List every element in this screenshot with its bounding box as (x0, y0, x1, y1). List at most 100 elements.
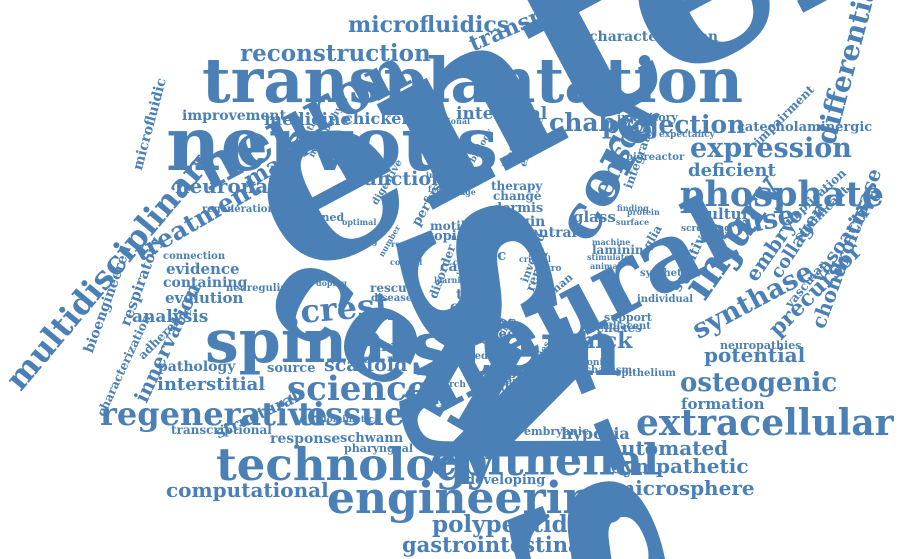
word-expectancy: expectancy (659, 130, 715, 140)
word-microfluidics: microfluidics (348, 12, 510, 38)
word-engineering: engineering (327, 473, 626, 524)
word-finding: finding (617, 203, 649, 213)
word-intestinal: intestinal (456, 104, 548, 124)
word-synthetic: synthetic (640, 268, 692, 279)
word-tracing: tracing (345, 236, 378, 246)
word-culture: culture (698, 205, 760, 223)
word-motility: motility (430, 219, 483, 233)
word-evidence: evidence (166, 260, 240, 278)
word-analysis: analysis (132, 307, 209, 327)
word-gastrointestinal: gastrointestinal (402, 532, 590, 557)
word-medicine: medicine (264, 110, 352, 130)
word-individual: individual (637, 294, 694, 305)
word-ganglion: ganglion (500, 377, 545, 387)
word-tissue: tissue (298, 395, 405, 433)
word-sympathetic: sympathetic (612, 454, 749, 478)
word-animal: animal (590, 261, 621, 271)
word-control: control (390, 257, 423, 267)
word-transplantation: transplantation (202, 44, 744, 117)
word-change: change (493, 189, 542, 203)
word-subtype: subtype (468, 367, 525, 382)
word-lineage: lineage (443, 187, 476, 197)
word-stem: stem (410, 303, 623, 394)
word-deficient: deficient (688, 160, 776, 181)
word-chick: chick (566, 328, 633, 354)
word-reveal: reveal (391, 239, 419, 249)
word-colon: colon (450, 299, 493, 315)
word-hmscs: hmscs (370, 337, 423, 355)
word-support: support (604, 311, 652, 324)
word-nitric: nitric (460, 246, 507, 264)
word-rescue: rescue (370, 281, 415, 295)
word-combined: combined (284, 211, 345, 224)
word-cause: cause (453, 257, 479, 267)
word-bioreactor: bioreactor (626, 152, 685, 163)
word-glass: glass (573, 208, 616, 226)
word-response: response (270, 431, 341, 447)
word-learning: learning (434, 275, 472, 285)
word-evolution: evolution (165, 289, 244, 307)
word-pharyngeal: pharyngeal (344, 442, 413, 455)
word-protein: protein (627, 207, 660, 217)
word-potential: potential (704, 343, 806, 367)
word-reconstruction: reconstruction (240, 40, 431, 67)
word-connection: connection (163, 251, 226, 262)
word-paralysis: paralysis (413, 397, 458, 407)
word-screening: screening (681, 224, 731, 234)
word-pnecs: pnecs (480, 327, 523, 342)
word-adjacent: adjacent (603, 321, 651, 332)
word-formation: formation (681, 395, 765, 413)
word-chabc: chabc (549, 108, 632, 137)
word-extracellular: extracellular (636, 402, 894, 444)
word-tract: tract (456, 287, 494, 303)
word-hypoxia: hypoxia (561, 424, 630, 443)
word-chicken: chicken (343, 109, 414, 128)
word-phosphate: phosphate (680, 174, 885, 215)
word-transcriptional: transcriptional (171, 423, 272, 437)
word-osteogenic: osteogenic (680, 368, 838, 398)
word-function: function (355, 168, 445, 190)
word-epithelial: epithelial (430, 436, 660, 486)
word-disease: disease (371, 293, 413, 304)
word-mechanism: mechanism (568, 365, 633, 376)
word-machine: machine (592, 237, 631, 247)
word-projection: projection (602, 110, 746, 139)
word-therapy: therapy (491, 179, 543, 193)
word-microfluidic: microfluidic (130, 76, 170, 172)
word-technology: technology (216, 438, 493, 491)
word-vitro: vitro (538, 264, 562, 274)
word-schwann: schwann (340, 431, 404, 446)
word-spinal: spinal (205, 307, 409, 377)
word-reflexes: reflexes (590, 321, 642, 335)
word-functional: functional (424, 116, 471, 126)
word-topic: topic (428, 229, 465, 244)
word-critical: critical (519, 254, 551, 264)
word-containing: containing (163, 275, 248, 291)
word-science: science (287, 369, 429, 409)
word-microsphere: microsphere (614, 476, 755, 500)
word-nervous: nervous (166, 100, 499, 188)
word-colonize: colonize (572, 358, 614, 368)
word-interstitial: interstitial (157, 374, 266, 395)
word-regeneration: regeneration (202, 204, 275, 215)
word-expression: expression (690, 133, 852, 164)
word-stimulate: stimulate (587, 252, 630, 262)
word-nnos: nnos (476, 313, 517, 331)
word-neck: neck (451, 232, 473, 242)
word-developing: developing (466, 473, 546, 488)
word-central: central (521, 225, 577, 241)
word-doping: doping (316, 278, 347, 288)
word-polypeptide: polypeptide (432, 511, 583, 538)
word-scaffold: scaffold (324, 354, 408, 376)
word-feature: feature (428, 184, 461, 194)
word-improvement: improvement (182, 108, 287, 124)
word-neuropathies: neuropathies (720, 339, 802, 352)
word-neuronal: neuronal (175, 174, 276, 198)
word-biomimetic: biomimetic (317, 415, 374, 425)
word-research: research (422, 380, 466, 390)
word-optimal: optimal (342, 217, 377, 227)
word-embryonic: embryonic (524, 425, 589, 438)
word-laminin: laminin (592, 243, 644, 257)
word-automated: automated (608, 436, 729, 460)
